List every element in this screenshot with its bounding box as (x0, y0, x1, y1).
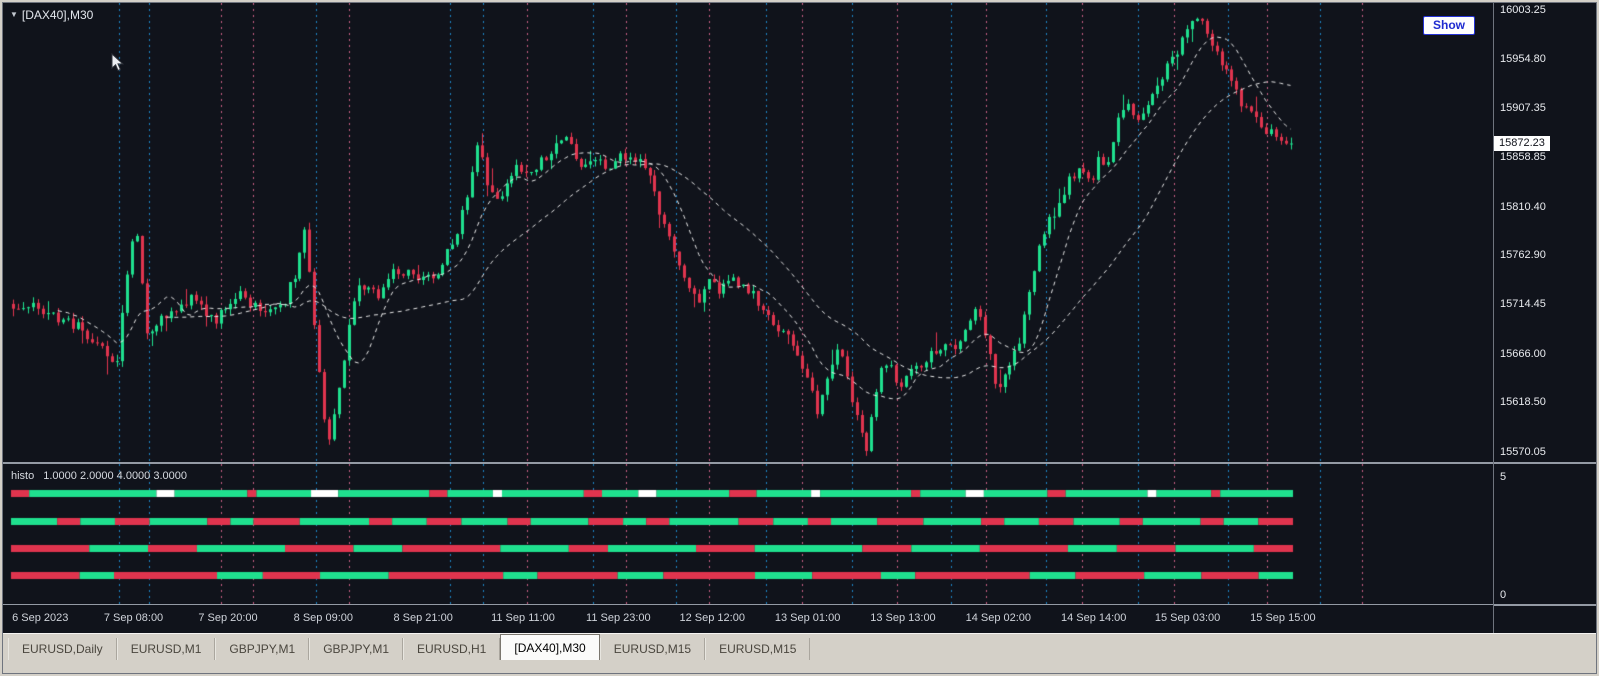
price-scale-label: 16003.25 (1500, 3, 1546, 16)
show-button[interactable]: Show (1423, 16, 1475, 35)
chart-tab-gbpjpy-m1[interactable]: GBPJPY,M1 (215, 638, 310, 660)
chart-tab-eurusd-m15[interactable]: EURUSD,M15 (599, 638, 706, 660)
chart-title-label: [DAX40],M30 (21, 8, 94, 22)
price-scale-label: 15570.05 (1500, 445, 1546, 458)
time-axis-label: 13 Sep 01:00 (774, 612, 841, 624)
histo-scale-max: 5 (1500, 471, 1507, 483)
chart-tab-eurusd-m1[interactable]: EURUSD,M1 (116, 638, 216, 660)
chart-tab-eurusd-m15[interactable]: EURUSD,M15 (705, 638, 811, 660)
time-axis-label: 14 Sep 14:00 (1060, 612, 1127, 624)
time-axis-label: 7 Sep 20:00 (198, 612, 258, 624)
plot-column: ▼ [DAX40],M30 Show histo 1.0000 2.0000 4… (3, 3, 1493, 633)
chart-tab-eurusd-h1[interactable]: EURUSD,H1 (403, 638, 501, 660)
chart-zone: ▼ [DAX40],M30 Show histo 1.0000 2.0000 4… (3, 3, 1596, 633)
indicator-label: histo 1.0000 2.0000 4.0000 3.0000 (11, 470, 187, 482)
time-axis-label: 15 Sep 03:00 (1154, 612, 1221, 624)
time-axis[interactable]: 6 Sep 2023 7 Sep 08:00 7 Sep 20:00 8 Sep 09… (3, 604, 1493, 633)
price-scale-label: 15666.00 (1500, 347, 1546, 360)
price-scale-label: 15618.50 (1500, 396, 1546, 409)
panel-splitter[interactable] (3, 462, 1493, 464)
chart-marker-icon: ▼ (10, 10, 18, 19)
candlestick-canvas[interactable] (3, 3, 1493, 462)
time-axis-label: 11 Sep 11:00 (491, 612, 555, 624)
time-axis-label: 12 Sep 12:00 (679, 612, 745, 624)
time-axis-label: 7 Sep 08:00 (103, 612, 164, 624)
price-scale[interactable]: 15872.23 5 0 16003.25 15954.80 15907.35 158… (1493, 3, 1596, 633)
price-scale-label: 15810.40 (1500, 200, 1546, 213)
time-axis-label: 11 Sep 23:00 (586, 612, 651, 624)
chart-tab-dax40-m30[interactable]: [DAX40],M30 (500, 634, 600, 660)
scale-separator-top (1494, 462, 1596, 464)
main-chart[interactable]: ▼ [DAX40],M30 Show (3, 3, 1493, 462)
time-axis-label: 6 Sep 2023 (12, 612, 69, 624)
time-axis-label: 13 Sep 13:00 (870, 612, 936, 624)
indicator-values: 1.0000 2.0000 4.0000 3.0000 (43, 470, 187, 482)
price-scale-label: 15858.85 (1500, 151, 1546, 164)
price-scale-label: 15907.35 (1500, 101, 1546, 114)
chart-title: ▼ [DAX40],M30 (10, 8, 93, 22)
current-price-tag: 15872.23 (1494, 135, 1550, 151)
scale-separator-bottom (1494, 604, 1596, 606)
time-axis-label: 8 Sep 09:00 (293, 612, 354, 624)
histo-scale-min: 0 (1500, 589, 1507, 601)
histogram-canvas[interactable] (3, 464, 1493, 604)
histogram-panel[interactable]: histo 1.0000 2.0000 4.0000 3.0000 (3, 464, 1493, 604)
price-scale-label: 15954.80 (1500, 53, 1546, 66)
indicator-name: histo (11, 470, 35, 482)
price-scale-label: 15714.45 (1500, 298, 1546, 311)
chart-tab-eurusd-daily[interactable]: EURUSD,Daily (8, 638, 117, 660)
window-bottom-strip (3, 660, 1596, 673)
chart-tab-gbpjpy-m1[interactable]: GBPJPY,M1 (309, 638, 403, 660)
chart-tab-bar: EURUSD,Daily EURUSD,M1 GBPJPY,M1 GBPJPY,M1 E… (3, 633, 1596, 660)
time-axis-label: 15 Sep 15:00 (1250, 612, 1316, 624)
time-axis-label: 14 Sep 02:00 (965, 612, 1032, 624)
time-axis-label: 8 Sep 21:00 (393, 612, 453, 624)
price-scale-label: 15762.90 (1500, 249, 1546, 262)
